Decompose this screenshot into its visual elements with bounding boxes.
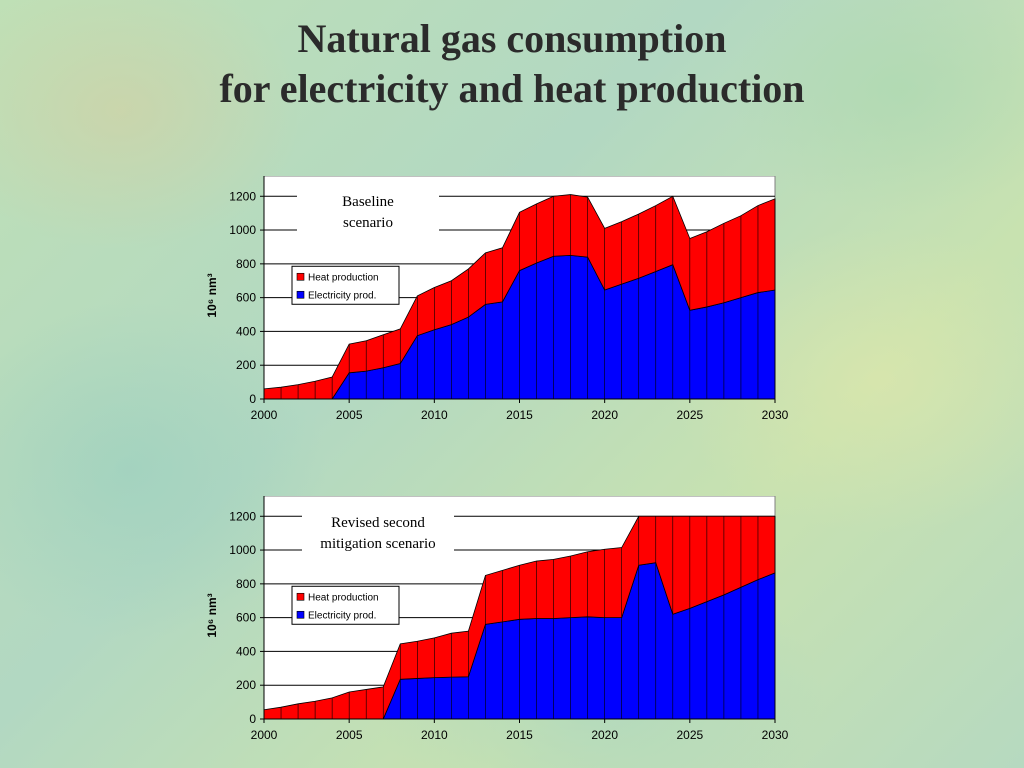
revised-mitigation-scenario-chart: 0 200 400 600 800 1000 1200 2000 2005 2010 2015 202… [205, 496, 789, 742]
slide-title-line2: for electricity and heat production [219, 66, 805, 111]
x-tick-label: 2025 [676, 408, 703, 422]
y-tick-label: 1200 [229, 189, 256, 203]
revised-mitigation-scenario-label: Revised second mitigation scenario [302, 513, 454, 557]
x-tick-label: 2010 [421, 408, 448, 422]
baseline-scenario-chart: 0 200 400 600 800 1000 1200 2000 2005 2010 2015 202… [205, 176, 789, 422]
y-tick-label: 600 [236, 611, 256, 625]
legend-swatch [296, 610, 305, 619]
baseline-scenario-label: Baseline scenario [297, 192, 439, 236]
y-tick-label: 800 [236, 577, 256, 591]
x-tick-label: 2000 [251, 728, 278, 742]
x-tick-label: 2000 [251, 408, 278, 422]
legend-box [291, 265, 400, 305]
y-tick-label: 200 [236, 358, 256, 372]
legend: Heat production Electricity prod. [291, 265, 400, 305]
legend-label: Electricity prod. [308, 610, 376, 621]
y-axis-title: 10⁶ nm³ [205, 593, 219, 637]
x-tick-label: 2010 [421, 728, 448, 742]
legend-label: Heat production [308, 592, 379, 603]
legend-label: Electricity prod. [308, 290, 376, 301]
scenario-label-line2: mitigation scenario [320, 536, 436, 552]
x-tick-label: 2030 [762, 728, 789, 742]
legend-swatch [296, 592, 305, 601]
y-tick-label: 0 [249, 712, 256, 726]
y-tick-label: 200 [236, 678, 256, 692]
y-tick-label: 1200 [229, 509, 256, 523]
legend-label: Heat production [308, 272, 379, 283]
y-tick-label: 1000 [229, 543, 256, 557]
x-tick-label: 2025 [676, 728, 703, 742]
y-tick-label: 400 [236, 324, 256, 338]
x-tick-label: 2015 [506, 728, 533, 742]
y-tick-label: 800 [236, 257, 256, 271]
x-tick-label: 2020 [591, 408, 618, 422]
y-tick-label: 400 [236, 644, 256, 658]
scenario-label-line1: Baseline [342, 194, 394, 210]
legend-swatch [296, 272, 305, 281]
y-axis-title: 10⁶ nm³ [205, 273, 219, 317]
x-tick-label: 2005 [336, 728, 363, 742]
legend-box [291, 585, 400, 625]
scenario-label-line1: Revised second [331, 515, 425, 531]
x-tick-label: 2015 [506, 408, 533, 422]
y-tick-label: 600 [236, 291, 256, 305]
legend: Heat production Electricity prod. [291, 585, 400, 625]
legend-swatch [296, 290, 305, 299]
y-tick-label: 1000 [229, 223, 256, 237]
slide-title-line1: Natural gas consumption [297, 16, 727, 61]
x-tick-label: 2030 [762, 408, 789, 422]
x-tick-label: 2020 [591, 728, 618, 742]
x-tick-label: 2005 [336, 408, 363, 422]
y-tick-label: 0 [249, 392, 256, 406]
slide-title: Natural gas consumption for electricity … [0, 14, 1024, 114]
scenario-label-line2: scenario [343, 215, 393, 231]
